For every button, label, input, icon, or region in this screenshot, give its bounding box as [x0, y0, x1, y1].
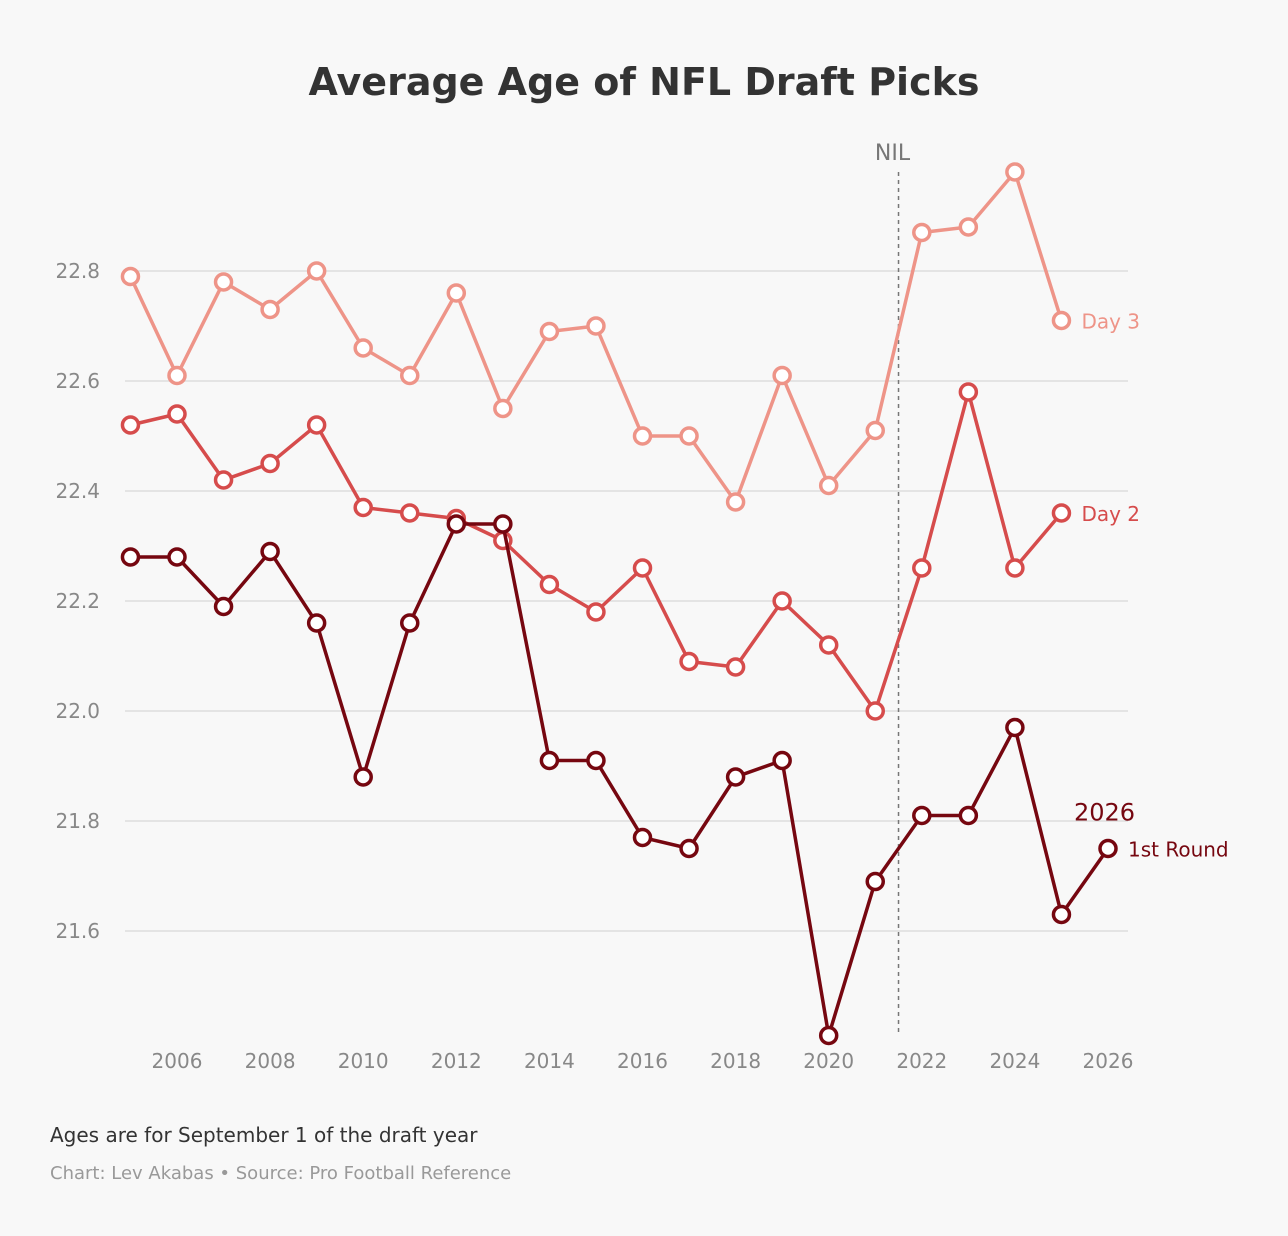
data-point [772, 591, 792, 611]
x-tick-label: 2020 [803, 1049, 854, 1073]
data-point [725, 492, 746, 512]
y-tick-label: 21.8 [55, 809, 100, 833]
data-point [1051, 310, 1072, 331]
data-point [306, 261, 327, 281]
data-point [446, 283, 467, 303]
data-point [912, 222, 932, 243]
x-tick-label: 2014 [524, 1049, 575, 1073]
data-point [167, 365, 187, 386]
data-point [446, 514, 467, 534]
data-point [260, 299, 280, 320]
data-point [586, 316, 606, 336]
y-tick-label: 21.6 [55, 919, 100, 943]
data-point [958, 217, 979, 237]
data-point [213, 272, 234, 292]
data-point [120, 266, 141, 287]
x-tick-label: 2016 [617, 1049, 668, 1073]
data-point [912, 805, 932, 826]
data-point [679, 838, 699, 859]
data-point [213, 470, 234, 490]
data-point [818, 1025, 839, 1046]
x-tick-label: 2006 [152, 1049, 203, 1073]
nil-label: NIL [875, 141, 911, 166]
data-point [958, 382, 979, 402]
y-tick-label: 22.6 [55, 369, 100, 393]
x-tick-label: 2018 [710, 1049, 761, 1073]
data-point [1005, 558, 1025, 578]
series-line [128, 168, 1064, 506]
data-point [353, 338, 373, 358]
data-point [1005, 162, 1025, 182]
data-point [306, 415, 327, 435]
data-point [306, 613, 327, 633]
data-point [632, 426, 653, 446]
data-point [400, 503, 420, 523]
data-point [167, 547, 187, 567]
data-point [958, 805, 979, 826]
data-point [632, 827, 653, 848]
footnote: Ages are for September 1 of the draft ye… [50, 1123, 478, 1147]
data-point [400, 365, 420, 386]
series-label: Day 3 [1081, 310, 1140, 334]
data-point [1098, 838, 1118, 859]
y-tick-label: 22.4 [55, 479, 100, 503]
year-label: 2026 [1074, 799, 1135, 827]
x-tick-label: 2012 [431, 1049, 482, 1073]
data-point [865, 701, 885, 721]
source-credit: Chart: Lev Akabas • Source: Pro Football… [50, 1163, 511, 1184]
data-point [632, 558, 653, 578]
data-point [213, 596, 234, 617]
x-tick-label: 2022 [896, 1049, 947, 1073]
data-point [120, 415, 141, 435]
data-point [725, 767, 746, 787]
data-point [912, 558, 932, 578]
data-point [400, 613, 420, 633]
data-point [818, 635, 839, 655]
data-point [493, 514, 513, 534]
data-point [120, 547, 141, 567]
data-point [586, 602, 606, 622]
data-point [679, 651, 699, 672]
data-point [167, 404, 187, 424]
data-point [865, 420, 885, 441]
chart-title: Average Age of NFL Draft Picks [308, 60, 979, 104]
data-point [725, 657, 746, 677]
data-point [1051, 904, 1072, 925]
data-point [493, 398, 513, 419]
data-point [586, 750, 606, 771]
data-point [865, 871, 885, 892]
y-tick-label: 22.2 [55, 589, 100, 613]
x-tick-label: 2024 [989, 1049, 1040, 1073]
x-tick-label: 2026 [1083, 1049, 1134, 1073]
series-label: Day 2 [1081, 502, 1140, 526]
data-point [260, 541, 280, 562]
x-tick-label: 2010 [338, 1049, 389, 1073]
series-label: 1st Round [1128, 838, 1229, 862]
x-tick-label: 2008 [245, 1049, 296, 1073]
data-point [1005, 717, 1025, 738]
y-tick-label: 22.0 [55, 699, 100, 723]
data-point [539, 321, 560, 342]
data-point [772, 750, 792, 771]
data-point [353, 497, 373, 518]
data-point [679, 426, 699, 446]
data-point [818, 475, 839, 496]
series-line [130, 522, 1110, 1037]
y-tick-label: 22.8 [55, 259, 100, 283]
data-point [353, 767, 373, 787]
data-point [260, 453, 280, 474]
data-point [1051, 503, 1072, 523]
data-point [772, 365, 792, 386]
data-point [539, 750, 560, 771]
data-point [539, 574, 560, 595]
